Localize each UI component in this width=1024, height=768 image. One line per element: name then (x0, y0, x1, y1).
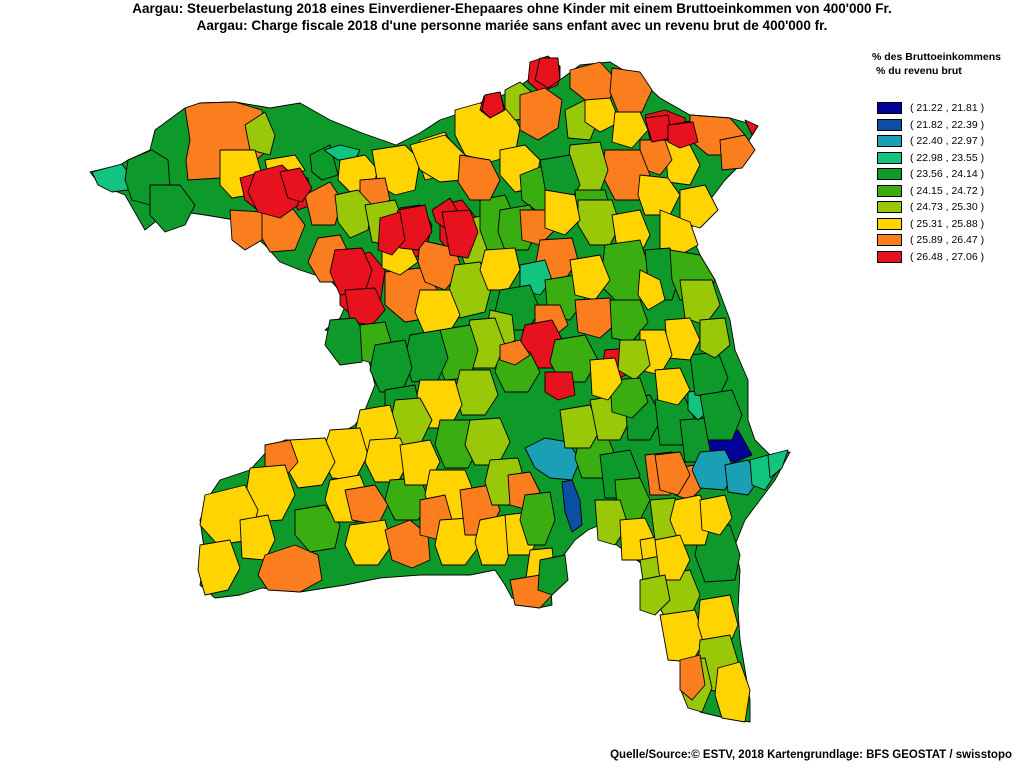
municipality-area (334, 189, 373, 239)
municipality-area (559, 404, 601, 449)
municipality-area (659, 209, 699, 256)
municipality-area (584, 97, 621, 133)
legend-range-label: ( 26.48 , 27.06 ) (910, 250, 985, 263)
municipality-area (457, 154, 501, 201)
municipality-area (244, 111, 276, 156)
legend-swatch (877, 201, 902, 214)
municipality-area (699, 317, 731, 359)
legend-swatch (877, 217, 902, 230)
legend: % des Bruttoeinkommens % du revenu brut … (866, 50, 1024, 265)
municipality-area (279, 167, 313, 203)
municipality-area (679, 279, 721, 326)
legend-item: ( 22.40 , 22.97 ) (877, 133, 1024, 150)
municipality-area (654, 367, 691, 406)
municipality-area (323, 144, 361, 161)
municipality-area (377, 211, 406, 256)
title-line-fr: Aargau: Charge fiscale 2018 d'une person… (196, 18, 828, 33)
municipality-area (659, 609, 706, 663)
legend-range-label: ( 23.56 , 24.14 ) (910, 168, 985, 181)
municipality-area (499, 339, 531, 366)
municipality-area (699, 389, 743, 441)
municipality-area (637, 269, 666, 311)
municipality-area (544, 371, 576, 401)
municipality-area (544, 189, 581, 236)
legend-swatch (877, 118, 902, 131)
municipality-area (344, 519, 393, 566)
legend-range-label: ( 24.73 , 25.30 ) (910, 201, 985, 214)
legend-classes: ( 21.22 , 21.81 ) ( 21.82 , 22.39 ) ( 22… (866, 100, 1024, 265)
municipality-area (609, 377, 649, 419)
legend-swatch (877, 151, 902, 164)
municipality-area (574, 297, 619, 339)
legend-item: ( 25.31 , 25.88 ) (877, 216, 1024, 233)
municipality-area (294, 504, 341, 553)
municipality-area (611, 111, 649, 149)
municipality-area (537, 554, 569, 596)
legend-item: ( 26.48 , 27.06 ) (877, 249, 1024, 266)
municipality-area (519, 87, 563, 141)
legend-item: ( 24.73 , 25.30 ) (877, 199, 1024, 216)
legend-range-label: ( 21.82 , 22.39 ) (910, 118, 985, 131)
title-line-de: Aargau: Steuerbelastung 2018 eines Einve… (132, 1, 892, 16)
legend-range-label: ( 21.22 , 21.81 ) (910, 102, 985, 115)
municipality-area (654, 534, 691, 581)
municipality-area (569, 254, 611, 301)
municipality-area (654, 451, 691, 496)
legend-heading-de: % des Bruttoeinkommens (872, 51, 1001, 63)
municipality-area (369, 339, 413, 393)
legend-range-label: ( 24.15 , 24.72 ) (910, 184, 985, 197)
municipality-area (679, 654, 706, 701)
legend-item: ( 21.82 , 22.39 ) (877, 117, 1024, 134)
municipality-area (344, 484, 389, 526)
municipality-area (344, 287, 386, 326)
municipality-area (229, 209, 263, 251)
legend-swatch (877, 234, 902, 247)
municipality-area (324, 317, 369, 366)
source-credit: Quelle/Source:© ESTV, 2018 Kartengrundla… (610, 749, 1012, 761)
legend-range-label: ( 25.89 , 26.47 ) (910, 234, 985, 247)
municipality-area (239, 514, 276, 561)
legend-item: ( 21.22 , 21.81 ) (877, 100, 1024, 117)
legend-swatch (877, 168, 902, 181)
municipality-area (744, 119, 759, 136)
municipality-area (197, 539, 241, 596)
legend-range-label: ( 22.40 , 22.97 ) (910, 135, 985, 148)
municipality-area (699, 494, 733, 536)
legend-heading-fr: % du revenu brut (876, 65, 962, 77)
municipality-area (714, 661, 751, 723)
legend-swatch (877, 250, 902, 263)
legend-item: ( 22.98 , 23.55 ) (877, 150, 1024, 167)
legend-item: ( 24.15 , 24.72 ) (877, 183, 1024, 200)
municipality-area (524, 437, 581, 481)
municipality-area (617, 339, 651, 381)
municipality-area (549, 334, 599, 383)
municipality-area (719, 134, 756, 171)
municipality-area (384, 519, 431, 569)
map-title: Aargau: Steuerbelastung 2018 eines Einve… (0, 0, 1024, 34)
legend-range-label: ( 25.31 , 25.88 ) (910, 217, 985, 230)
municipality-area (639, 574, 671, 616)
legend-swatch (877, 184, 902, 197)
municipality-area (149, 184, 196, 233)
municipality-area (91, 163, 133, 193)
legend-range-label: ( 22.98 , 23.55 ) (910, 151, 985, 164)
legend-swatch (877, 102, 902, 115)
municipality-area (481, 91, 505, 119)
municipality-area (767, 449, 789, 479)
municipality-area (561, 479, 583, 533)
municipality-area (519, 491, 556, 546)
legend-item: ( 23.56 , 24.14 ) (877, 166, 1024, 183)
municipality-area (534, 57, 561, 89)
municipality-area (667, 121, 699, 149)
municipality-area (441, 209, 479, 259)
legend-item: ( 25.89 , 26.47 ) (877, 232, 1024, 249)
municipality-area (589, 357, 623, 401)
legend-swatch (877, 135, 902, 148)
municipality-area (679, 184, 719, 229)
municipality-area (257, 544, 323, 593)
municipality-area (609, 67, 653, 113)
municipality-area (691, 449, 736, 491)
